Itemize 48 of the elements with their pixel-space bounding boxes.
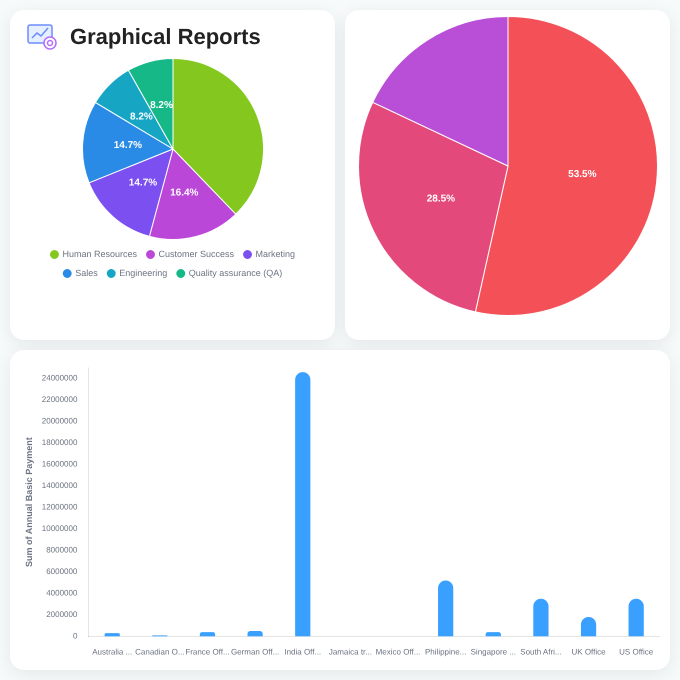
x-tick-label: South Afri...: [520, 647, 562, 656]
data-label: 8.2%: [150, 100, 172, 111]
data-label: 28.5%: [426, 194, 455, 205]
y-tick-label: 16000000: [42, 460, 78, 469]
x-tick-label: Jamaica tr...: [328, 647, 372, 656]
x-tick-label: UK Office: [572, 647, 606, 656]
data-label: 53.5%: [568, 168, 596, 180]
legend-label: Quality assurance (QA): [188, 268, 282, 278]
data-label: 8.2%: [130, 111, 152, 122]
legend-label: Marketing: [255, 248, 295, 259]
bar: [533, 598, 549, 636]
bar: [628, 598, 644, 636]
x-tick-label: Canadian O...: [135, 647, 185, 656]
data-label: 14.7%: [113, 140, 142, 152]
legend-label: Sales: [74, 268, 98, 278]
bar: [295, 372, 310, 636]
y-tick-label: 4000000: [46, 588, 78, 598]
x-tick-label: Australia ...: [92, 647, 132, 656]
chart-title: Graphical Reports: [70, 24, 261, 50]
y-tick-label: 6000000: [46, 567, 78, 576]
bar: [104, 633, 120, 636]
bar: [247, 631, 263, 636]
legend-label: Engineering: [118, 268, 167, 278]
y-tick-label: 20000000: [42, 416, 78, 426]
data-label: 14.7%: [128, 178, 157, 189]
y-tick-label: 18000000: [42, 438, 78, 448]
x-tick-label: German Off...: [230, 647, 280, 656]
x-tick-label: Philippine...: [424, 647, 466, 656]
legend-label: Human Resources: [62, 248, 137, 259]
y-tick-label: 0: [72, 632, 78, 641]
x-tick-label: US Office: [619, 647, 654, 656]
y-axis-title: Sum of Annual Basic Payment: [24, 437, 34, 567]
y-tick-label: 8000000: [46, 546, 78, 555]
y-tick-label: 14000000: [42, 481, 78, 490]
y-tick-label: 24000000: [42, 374, 78, 383]
x-tick-label: Singapore ...: [470, 647, 516, 656]
y-tick-label: 22000000: [42, 395, 78, 404]
x-tick-label: France Off...: [185, 647, 230, 656]
y-tick-label: 12000000: [42, 502, 78, 512]
y-tick-label: 2000000: [46, 610, 78, 620]
y-tick-label: 10000000: [42, 524, 78, 534]
bar: [200, 632, 216, 636]
bar: [438, 580, 454, 636]
data-label: 16.4%: [170, 188, 198, 199]
x-tick-label: Mexico Off...: [376, 647, 420, 656]
x-tick-label: India Off...: [284, 647, 322, 656]
bar: [486, 632, 501, 636]
legend-label: Customer Success: [158, 248, 234, 259]
